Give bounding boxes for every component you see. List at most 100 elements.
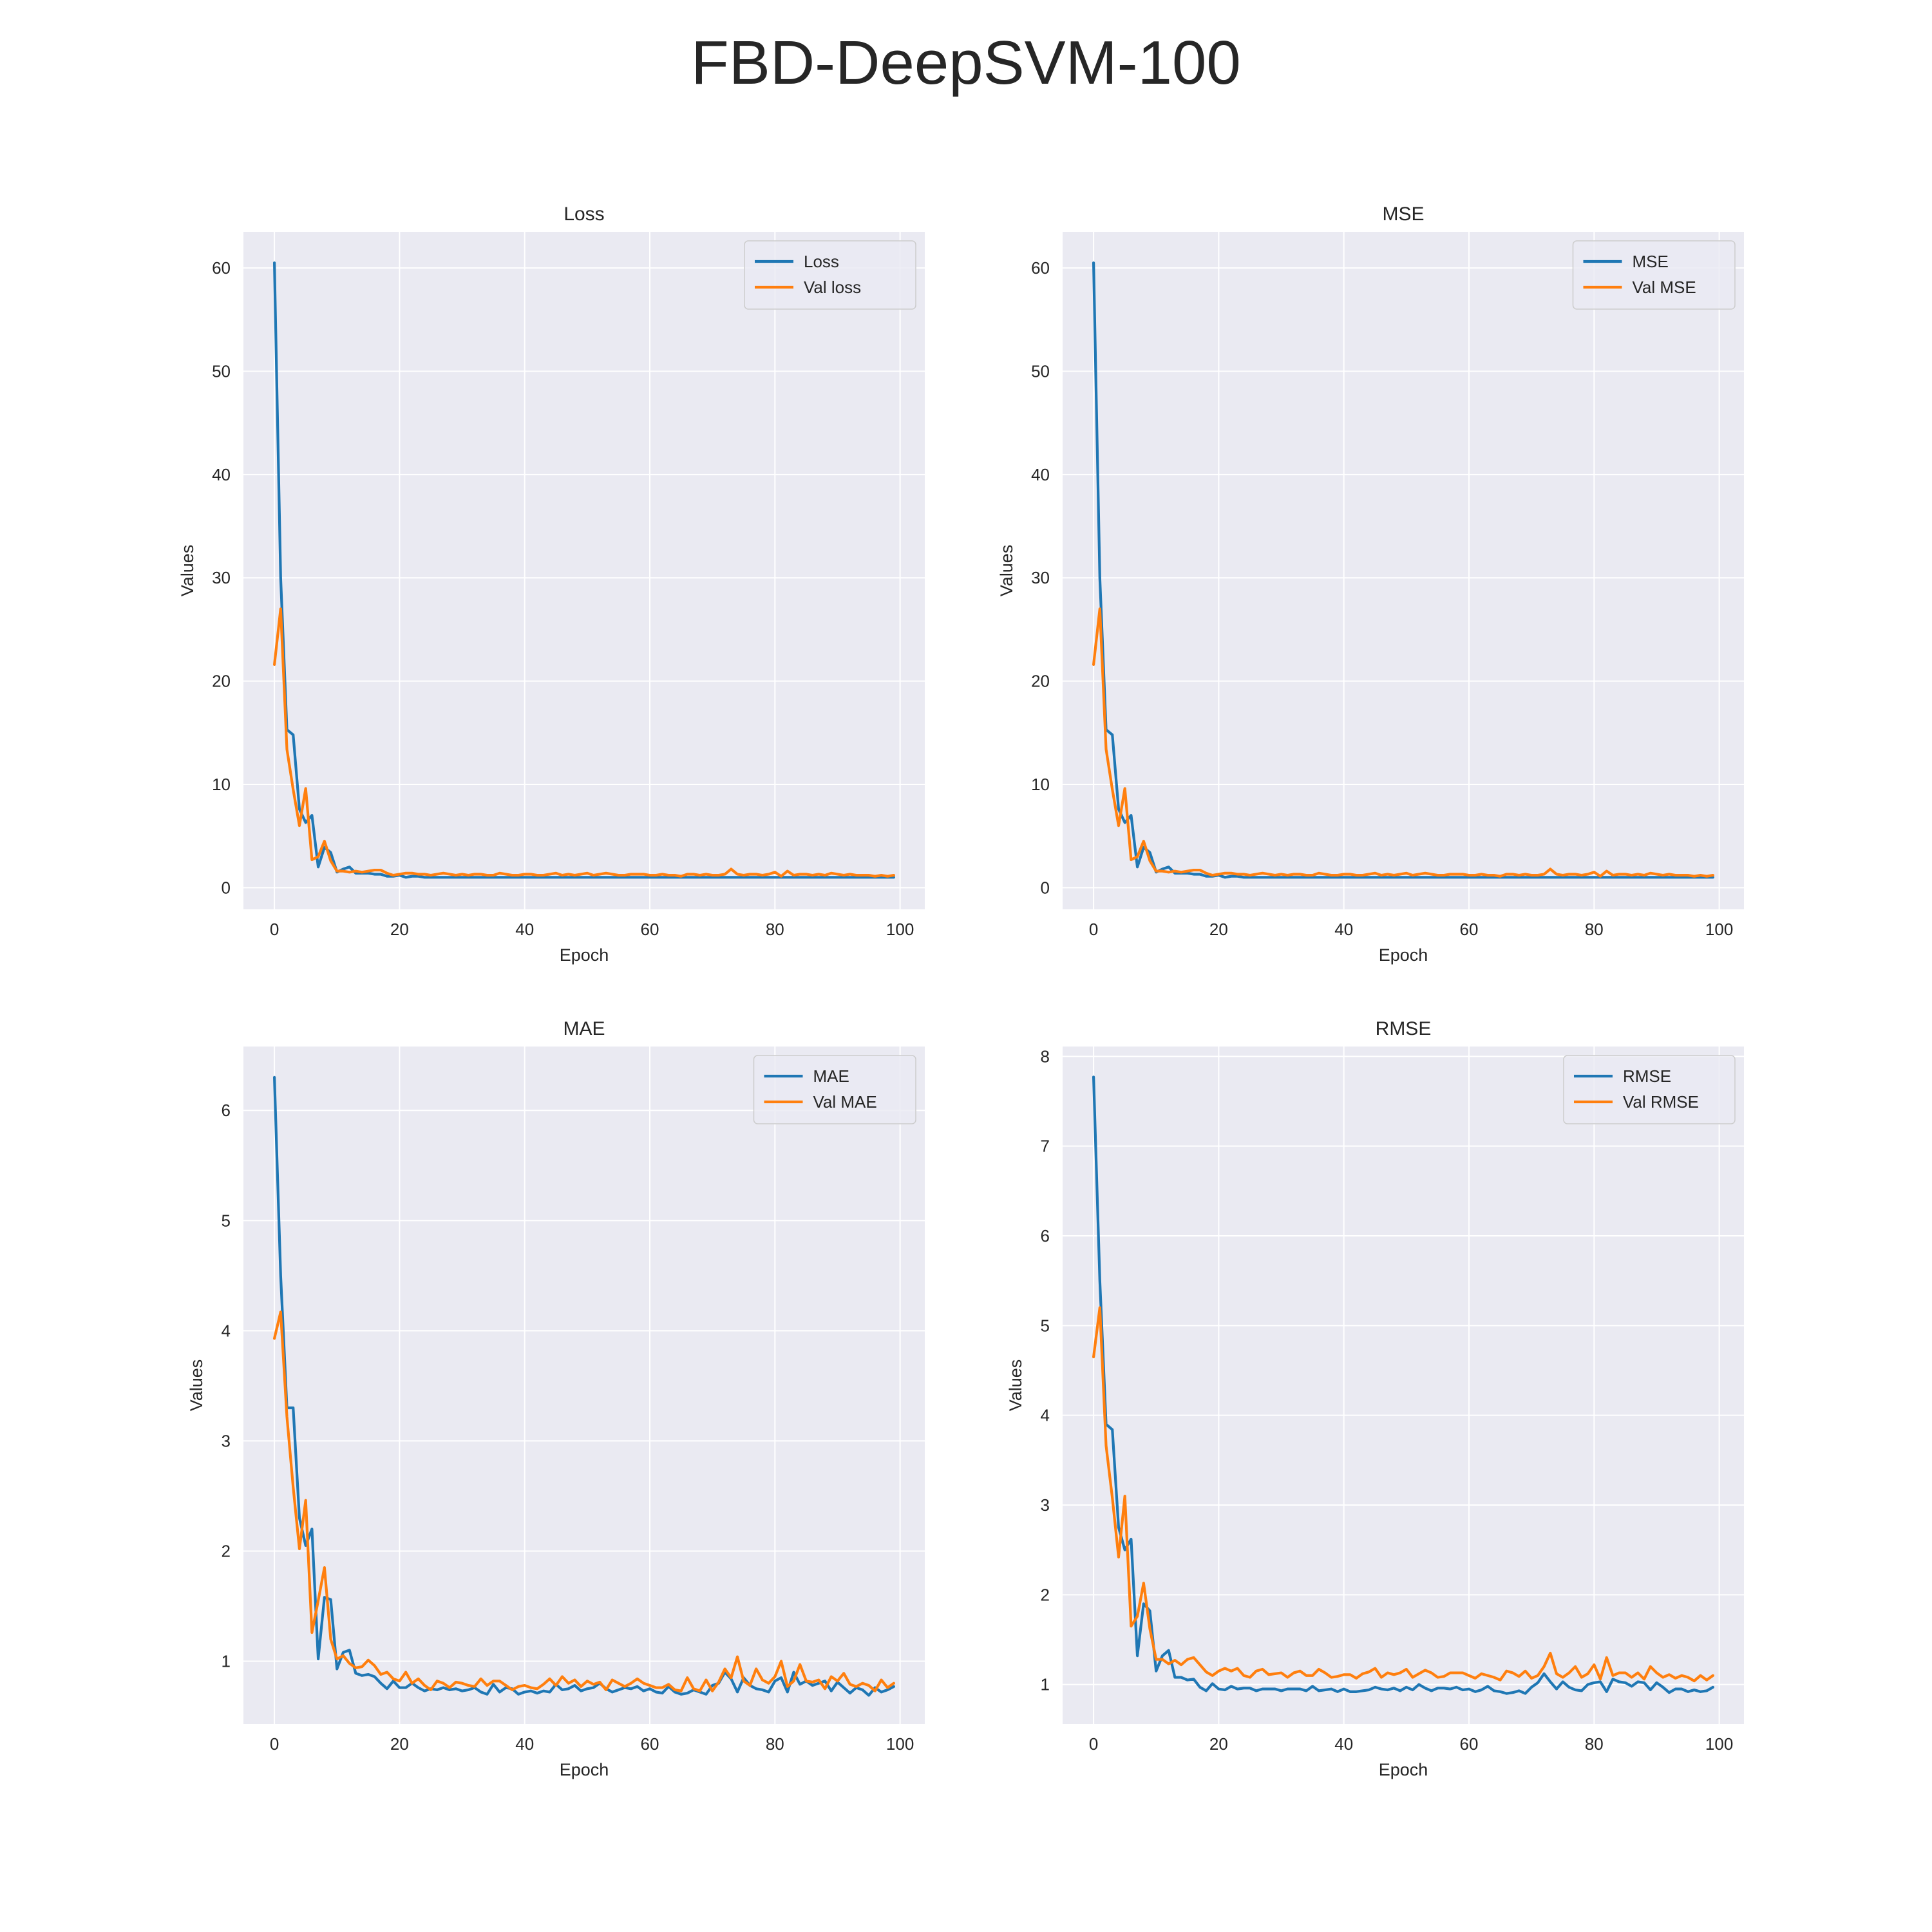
y-tick-label: 50	[1031, 361, 1050, 381]
subplot-title: Loss	[564, 204, 604, 225]
y-tick-label: 30	[1031, 568, 1050, 587]
subplot-title: MAE	[563, 1018, 605, 1039]
legend-label: MSE	[1633, 252, 1669, 271]
y-tick-label: 3	[222, 1431, 231, 1450]
y-tick-label: 4	[222, 1321, 231, 1340]
y-tick-label: 2	[1041, 1585, 1050, 1604]
x-tick-label: 20	[390, 1734, 409, 1754]
legend-box	[1572, 240, 1736, 310]
y-tick-label: 50	[212, 361, 231, 381]
y-axis-label: Values	[178, 545, 197, 597]
y-tick-label: 40	[212, 465, 231, 484]
y-tick-label: 5	[1041, 1316, 1050, 1335]
y-tick-label: 1	[1041, 1675, 1050, 1694]
y-tick-label: 7	[1041, 1137, 1050, 1156]
y-axis-label: Values	[187, 1359, 206, 1412]
y-tick-label: 0	[1041, 878, 1050, 897]
y-tick-label: 60	[212, 258, 231, 278]
x-tick-label: 20	[390, 920, 409, 939]
x-tick-label: 40	[1334, 920, 1353, 939]
subplot-title: RMSE	[1376, 1018, 1432, 1039]
x-tick-label: 0	[270, 920, 279, 939]
x-axis-label: Epoch	[560, 945, 609, 965]
y-tick-label: 6	[222, 1101, 231, 1120]
x-tick-label: 60	[1460, 1734, 1479, 1754]
x-tick-label: 20	[1209, 920, 1228, 939]
legend-box	[1563, 1055, 1736, 1124]
x-tick-label: 0	[1089, 1734, 1098, 1754]
legend-label: RMSE	[1623, 1066, 1671, 1086]
x-tick-label: 100	[1705, 1734, 1733, 1754]
x-tick-label: 100	[886, 1734, 914, 1754]
legend-box	[744, 240, 916, 310]
y-axis-label: Values	[1006, 1359, 1025, 1412]
x-axis-label: Epoch	[1379, 945, 1428, 965]
series-line-val-mse	[1092, 607, 1715, 878]
x-axis-label: Epoch	[560, 1760, 609, 1779]
legend-label: Val RMSE	[1623, 1092, 1699, 1112]
series-line-val-loss	[272, 607, 896, 878]
subplot-mae: 0 20 40 60 80 100 1 2 3 4 5 6 MAE Epoch Values MAE Val M…	[187, 1018, 925, 1779]
y-tick-label: 3	[1041, 1495, 1050, 1515]
legend-label: Loss	[804, 252, 839, 271]
x-tick-label: 60	[641, 920, 659, 939]
x-tick-label: 0	[1089, 920, 1098, 939]
legend-label: Val MAE	[813, 1092, 877, 1112]
series-lines	[272, 261, 896, 879]
legend-label: MAE	[813, 1066, 849, 1086]
x-tick-label: 80	[766, 1734, 784, 1754]
gridlines	[243, 1046, 925, 1724]
x-tick-label: 60	[1460, 920, 1479, 939]
x-tick-label: 80	[766, 920, 784, 939]
y-tick-label: 1	[222, 1651, 231, 1671]
series-lines	[1092, 261, 1715, 879]
subplot-loss: 0 20 40 60 80 100 0 10 20 30 40 50 60 Loss Epoch Values…	[178, 204, 925, 965]
series-line-val-mae	[272, 1311, 896, 1692]
series-lines	[272, 1075, 896, 1697]
x-tick-label: 60	[641, 1734, 659, 1754]
y-axis-label: Values	[997, 545, 1016, 597]
x-tick-label: 100	[1705, 920, 1733, 939]
x-tick-label: 40	[515, 1734, 534, 1754]
figure-title: FBD-DeepSVM-100	[691, 28, 1241, 97]
x-tick-label: 0	[270, 1734, 279, 1754]
legend-label: Val loss	[804, 278, 861, 297]
y-tick-label: 10	[1031, 775, 1050, 794]
y-tick-label: 2	[222, 1541, 231, 1560]
series-line-rmse	[1092, 1075, 1715, 1695]
x-tick-label: 100	[886, 920, 914, 939]
y-tick-label: 6	[1041, 1226, 1050, 1245]
plot-area	[1063, 232, 1744, 909]
y-tick-label: 4	[1041, 1406, 1050, 1425]
legend-label: Val MSE	[1633, 278, 1696, 297]
legend: RMSE Val RMSE	[1563, 1055, 1736, 1124]
x-axis-label: Epoch	[1379, 1760, 1428, 1779]
gridlines	[1063, 232, 1744, 909]
series-lines	[1092, 1075, 1715, 1695]
series-line-mse	[1092, 261, 1715, 879]
series-line-val-rmse	[1092, 1306, 1715, 1683]
y-tick-label: 20	[212, 672, 231, 691]
y-tick-label: 30	[212, 568, 231, 587]
y-tick-label: 40	[1031, 465, 1050, 484]
y-tick-label: 10	[212, 775, 231, 794]
x-tick-label: 40	[1334, 1734, 1353, 1754]
legend: Loss Val loss	[744, 240, 916, 310]
y-tick-label: 5	[222, 1211, 231, 1230]
legend: MSE Val MSE	[1572, 240, 1736, 310]
plot-area	[243, 232, 925, 909]
plot-area	[243, 1046, 925, 1724]
plot-area	[1063, 1046, 1744, 1724]
gridlines	[1063, 1046, 1744, 1724]
y-tick-label: 0	[222, 878, 231, 897]
y-tick-label: 60	[1031, 258, 1050, 278]
subplot-rmse: 0 20 40 60 80 100 1 2 3 4 5 6 7 8 RMSE Epoch Values RMSE V…	[1006, 1018, 1744, 1779]
x-tick-label: 80	[1585, 920, 1604, 939]
legend: MAE Val MAE	[753, 1055, 916, 1124]
subplot-grid: 0 20 40 60 80 1000102030405060LossEpochValues…	[178, 204, 1744, 1779]
subplot-mse: 0 20 40 60 80 100 0 10 20 30 40 50 60 MSE Epoch Values M…	[997, 204, 1744, 965]
y-tick-label: 8	[1041, 1046, 1050, 1066]
y-tick-label: 20	[1031, 672, 1050, 691]
series-line-loss	[272, 261, 896, 879]
